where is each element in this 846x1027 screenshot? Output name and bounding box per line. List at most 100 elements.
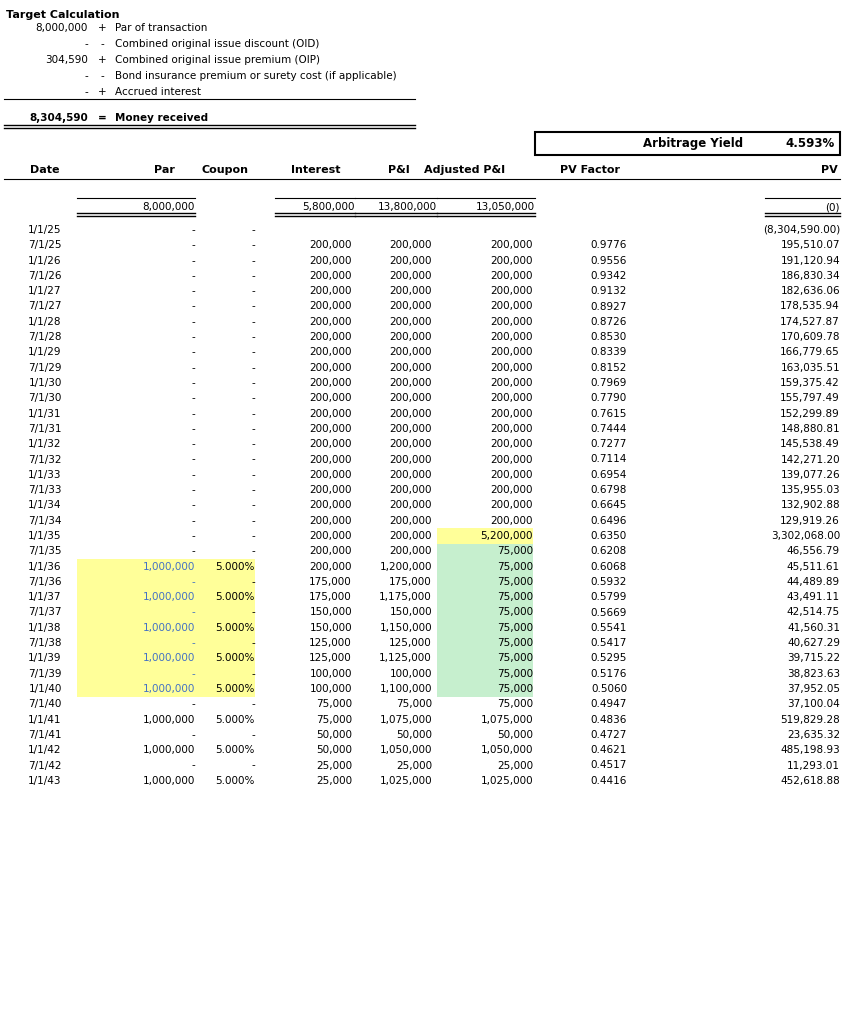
Text: 7/1/26: 7/1/26 <box>28 271 62 281</box>
Text: Money received: Money received <box>115 113 208 123</box>
Text: 75,000: 75,000 <box>316 715 352 725</box>
Text: -: - <box>191 531 195 541</box>
Text: 200,000: 200,000 <box>310 287 352 296</box>
Text: -: - <box>251 409 255 419</box>
Text: PV Factor: PV Factor <box>560 165 620 175</box>
Text: 200,000: 200,000 <box>389 302 432 311</box>
Text: -: - <box>191 347 195 357</box>
Text: 1,000,000: 1,000,000 <box>143 562 195 572</box>
Text: 1,000,000: 1,000,000 <box>143 775 195 786</box>
Text: 0.5541: 0.5541 <box>591 622 627 633</box>
Text: 0.5669: 0.5669 <box>591 608 627 617</box>
Text: 200,000: 200,000 <box>389 287 432 296</box>
Text: 100,000: 100,000 <box>389 669 432 679</box>
Text: 5.000%: 5.000% <box>216 746 255 755</box>
Text: =: = <box>97 113 107 123</box>
Text: (0): (0) <box>826 202 840 212</box>
Text: -: - <box>191 469 195 480</box>
Text: 519,829.28: 519,829.28 <box>780 715 840 725</box>
Text: -: - <box>191 516 195 526</box>
Text: 1/1/34: 1/1/34 <box>28 500 62 510</box>
Text: -: - <box>251 546 255 557</box>
Text: 0.9342: 0.9342 <box>591 271 627 281</box>
Text: -: - <box>191 730 195 739</box>
Text: 7/1/37: 7/1/37 <box>28 608 62 617</box>
Text: 1,025,000: 1,025,000 <box>379 775 432 786</box>
Bar <box>437 667 533 681</box>
Text: 175,000: 175,000 <box>389 577 432 586</box>
Text: 7/1/31: 7/1/31 <box>28 424 62 433</box>
Text: 25,000: 25,000 <box>396 761 432 770</box>
Text: 1,000,000: 1,000,000 <box>143 653 195 663</box>
Bar <box>77 636 255 651</box>
Bar <box>77 574 255 589</box>
Text: 0.8927: 0.8927 <box>591 302 627 311</box>
Text: -: - <box>191 761 195 770</box>
Text: 132,902.88: 132,902.88 <box>780 500 840 510</box>
Text: 304,590: 304,590 <box>45 55 88 65</box>
Text: 0.5176: 0.5176 <box>591 669 627 679</box>
Text: 7/1/27: 7/1/27 <box>28 302 62 311</box>
Text: 200,000: 200,000 <box>310 562 352 572</box>
Text: -: - <box>191 638 195 648</box>
Text: 0.4416: 0.4416 <box>591 775 627 786</box>
Text: -: - <box>251 363 255 373</box>
Text: -: - <box>191 424 195 433</box>
Text: 200,000: 200,000 <box>310 316 352 327</box>
Bar <box>437 651 533 667</box>
Text: 150,000: 150,000 <box>389 608 432 617</box>
Text: +: + <box>97 87 107 97</box>
Text: -: - <box>191 240 195 251</box>
Text: 200,000: 200,000 <box>310 531 352 541</box>
Text: 150,000: 150,000 <box>310 608 352 617</box>
Text: 7/1/28: 7/1/28 <box>28 332 62 342</box>
Text: 200,000: 200,000 <box>389 316 432 327</box>
Text: 7/1/32: 7/1/32 <box>28 455 62 464</box>
Text: 200,000: 200,000 <box>389 347 432 357</box>
Text: 75,000: 75,000 <box>497 622 533 633</box>
Text: 7/1/38: 7/1/38 <box>28 638 62 648</box>
Text: Target Calculation: Target Calculation <box>6 10 119 20</box>
Text: (8,304,590.00): (8,304,590.00) <box>763 225 840 235</box>
Text: 75,000: 75,000 <box>316 699 352 710</box>
Text: 1/1/33: 1/1/33 <box>28 469 62 480</box>
Text: -: - <box>251 240 255 251</box>
Text: 1,100,000: 1,100,000 <box>380 684 432 694</box>
Text: 1/1/36: 1/1/36 <box>28 562 62 572</box>
Text: 1/1/41: 1/1/41 <box>28 715 62 725</box>
Text: 200,000: 200,000 <box>491 287 533 296</box>
Text: -: - <box>251 271 255 281</box>
Text: 44,489.89: 44,489.89 <box>787 577 840 586</box>
Text: 5.000%: 5.000% <box>216 653 255 663</box>
Text: 200,000: 200,000 <box>491 424 533 433</box>
Text: 5.000%: 5.000% <box>216 593 255 602</box>
Bar <box>437 620 533 636</box>
Text: 129,919.26: 129,919.26 <box>780 516 840 526</box>
Text: 200,000: 200,000 <box>310 546 352 557</box>
Text: 7/1/42: 7/1/42 <box>28 761 62 770</box>
Text: 0.8726: 0.8726 <box>591 316 627 327</box>
Text: 75,000: 75,000 <box>497 577 533 586</box>
Text: 1/1/37: 1/1/37 <box>28 593 62 602</box>
Text: -: - <box>191 287 195 296</box>
Text: -: - <box>251 440 255 449</box>
Text: -: - <box>85 71 88 81</box>
Text: -: - <box>191 500 195 510</box>
Text: 50,000: 50,000 <box>396 730 432 739</box>
Text: -: - <box>191 608 195 617</box>
Text: 0.8152: 0.8152 <box>591 363 627 373</box>
Text: 1/1/39: 1/1/39 <box>28 653 62 663</box>
Text: -: - <box>251 347 255 357</box>
Text: 1/1/27: 1/1/27 <box>28 287 62 296</box>
Text: 155,797.49: 155,797.49 <box>780 393 840 404</box>
Text: 200,000: 200,000 <box>310 409 352 419</box>
Text: 175,000: 175,000 <box>310 593 352 602</box>
Text: -: - <box>191 256 195 266</box>
Text: 174,527.87: 174,527.87 <box>780 316 840 327</box>
Bar <box>77 651 255 667</box>
Text: 1,075,000: 1,075,000 <box>481 715 533 725</box>
Text: +: + <box>97 23 107 33</box>
Text: Arbitrage Yield: Arbitrage Yield <box>643 137 743 150</box>
Text: -: - <box>191 699 195 710</box>
Text: 200,000: 200,000 <box>491 516 533 526</box>
